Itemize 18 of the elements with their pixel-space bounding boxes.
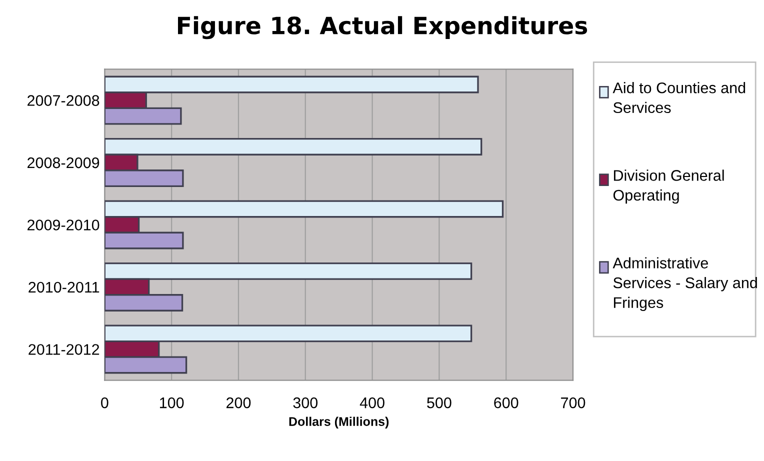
x-tick-label: 0	[101, 397, 108, 408]
y-tick-label: 2007-2008	[28, 95, 100, 106]
x-tick-label: 700	[561, 397, 586, 408]
x-tick-label: 300	[293, 397, 318, 408]
legend-label: Division General Operating	[613, 170, 724, 204]
x-tick-label: 400	[360, 397, 384, 408]
legend-label: Aid to Counties and Services	[612, 82, 746, 114]
y-tick-label: 2008-2009	[28, 157, 100, 168]
x-tick-label: 200	[226, 397, 251, 408]
y-tick-label: 2011-2012	[28, 344, 100, 355]
y-tick-label: 2010-2011	[28, 282, 100, 293]
y-tick-label: 2009-2010	[28, 220, 100, 230]
x-tick-label: 500	[427, 397, 452, 408]
x-tick-label: 600	[494, 397, 518, 408]
chart-title: Figure 18. Actual Expenditures	[178, 16, 588, 40]
legend-label: Administrative Services - Salary and Fringes	[612, 257, 757, 312]
x-axis-title: Dollars (Millions)	[289, 416, 389, 428]
x-tick-label: 100	[160, 397, 184, 408]
